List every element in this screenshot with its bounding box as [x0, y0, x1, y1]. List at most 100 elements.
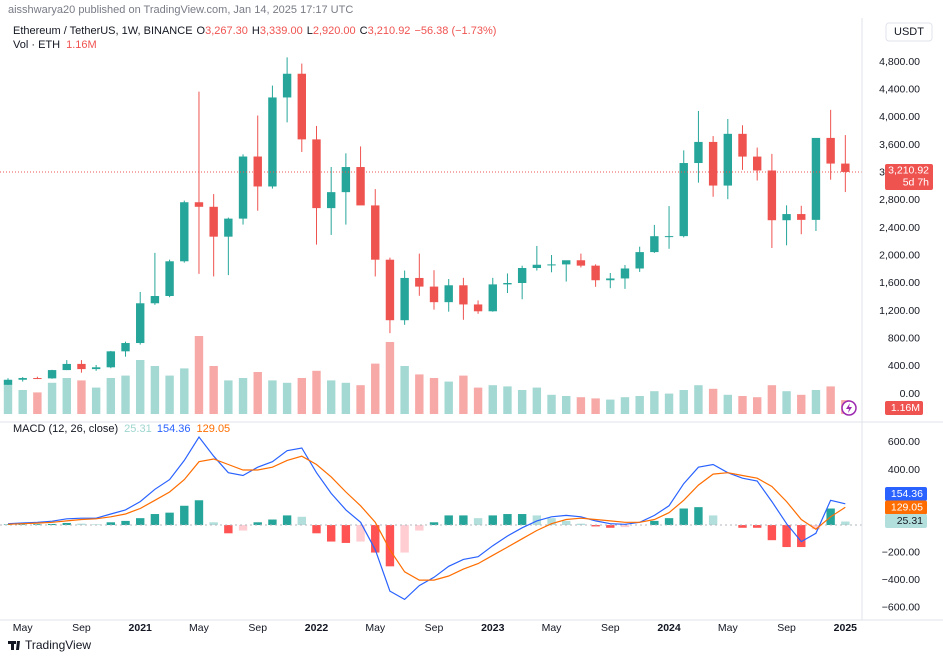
volume-bar	[767, 385, 777, 414]
volume-bar	[47, 382, 57, 414]
macd-histogram-bar	[473, 518, 483, 526]
candle-body	[400, 277, 409, 321]
volume-bar	[708, 388, 718, 414]
macd-histogram-bar	[341, 525, 351, 543]
candle-body	[547, 264, 556, 266]
x-tick-label: Sep	[425, 622, 444, 634]
volume-bar	[532, 387, 542, 414]
change: −56.38 (−1.73%)	[414, 25, 496, 37]
volume-last: 1.16M	[66, 39, 97, 51]
macd-histogram-bar	[47, 523, 57, 526]
volume-bar	[194, 336, 204, 414]
macd-histogram-bar	[209, 522, 218, 526]
y-tick-label: 2,800.00	[879, 194, 920, 206]
candle-body	[312, 139, 321, 209]
candle-body	[253, 156, 262, 187]
macd-histogram-bar	[121, 520, 130, 526]
x-tick-label: 2023	[481, 622, 505, 634]
macd-histogram-bar	[77, 523, 86, 526]
x-tick-label: May	[542, 622, 563, 634]
volume-tag	[885, 401, 923, 415]
ohlc-key: O	[197, 25, 206, 37]
macd-histogram-bar	[797, 525, 806, 548]
macd-histogram-bar	[400, 525, 409, 553]
candle-body	[180, 202, 189, 262]
candle-body	[224, 218, 233, 237]
candle-body	[238, 156, 248, 219]
volume-bar	[679, 390, 688, 414]
currency-box[interactable]	[885, 22, 933, 42]
y-tick-label: 4,800.00	[879, 56, 920, 68]
candle-body	[165, 261, 174, 297]
volume-tag-label: 1.16M	[891, 402, 920, 414]
candle-body	[268, 97, 277, 187]
candle-body	[841, 163, 850, 172]
candle-body	[3, 379, 13, 385]
volume-bar	[282, 382, 292, 414]
macd-histogram-bar	[385, 525, 395, 567]
candle-body	[91, 367, 101, 370]
macd-histogram-bar	[312, 525, 321, 534]
candle-body	[694, 141, 703, 164]
macd-histogram-bar	[752, 525, 762, 528]
x-tick-label: Sep	[72, 622, 91, 634]
publisher: aisshwarya20 published on TradingView.co…	[8, 4, 353, 16]
ohlc-key: H	[252, 25, 260, 37]
x-tick-label: 2021	[129, 622, 153, 634]
macd-histogram-bar	[517, 514, 527, 526]
candle-body	[811, 137, 821, 220]
macd-histogram-bar	[488, 515, 497, 526]
macd-histogram-bar	[444, 515, 453, 526]
currency[interactable]: USDT	[894, 26, 924, 38]
candle-body	[47, 370, 57, 379]
ohlc-value: 3,210.92	[368, 25, 411, 37]
macd-histogram-bar	[150, 514, 160, 526]
macd-histogram-bar	[650, 520, 659, 526]
volume-bar	[62, 378, 71, 414]
volume-bar	[238, 378, 248, 414]
candle-body	[33, 378, 42, 380]
macd-histogram-bar	[620, 525, 630, 528]
price-tag	[885, 163, 933, 190]
macd-histogram-bar	[33, 524, 42, 526]
candle-body	[444, 285, 453, 303]
value-tag-label: 25.31	[897, 515, 923, 527]
volume-bar	[694, 385, 703, 414]
macd-title: MACD (12, 26, close)	[13, 423, 118, 435]
macd-histogram-bar	[106, 522, 116, 526]
signal-line	[7, 455, 846, 581]
y-tick-label: 4,000.00	[879, 111, 920, 123]
candle-body	[767, 170, 777, 221]
candle-body	[517, 267, 527, 284]
plot	[0, 57, 862, 601]
macd-histogram-bar	[503, 514, 512, 526]
candle-body	[723, 133, 733, 186]
macd-histogram-bar	[547, 518, 556, 526]
volume-bar	[444, 381, 453, 414]
candle-body	[282, 73, 292, 98]
volume-bar	[371, 363, 380, 414]
x-tick-label: 2022	[305, 622, 329, 634]
candle-body	[429, 286, 439, 303]
volume-bar	[782, 391, 791, 414]
value-tag-label: 129.05	[891, 501, 923, 513]
macd-histogram-bar	[415, 525, 424, 531]
candle-body	[136, 303, 145, 344]
candle-body	[620, 268, 630, 279]
volume-bar	[33, 392, 42, 414]
brand-logo	[8, 641, 20, 650]
macd-histogram-bar	[282, 515, 292, 526]
candle-body	[797, 214, 806, 220]
volume-bar	[385, 342, 395, 414]
macd-histogram-bar	[841, 521, 850, 526]
volume-bar	[415, 374, 424, 414]
y-tick-label: 4,400.00	[879, 83, 920, 95]
y-tick-label: 1,200.00	[879, 305, 920, 317]
volume-bar	[326, 380, 336, 414]
candle-body	[473, 304, 483, 312]
candle-body	[371, 205, 380, 260]
candle-body	[664, 236, 674, 238]
macd-line	[7, 435, 846, 601]
candle-body	[18, 378, 27, 380]
macd-histogram-bar	[136, 518, 145, 526]
